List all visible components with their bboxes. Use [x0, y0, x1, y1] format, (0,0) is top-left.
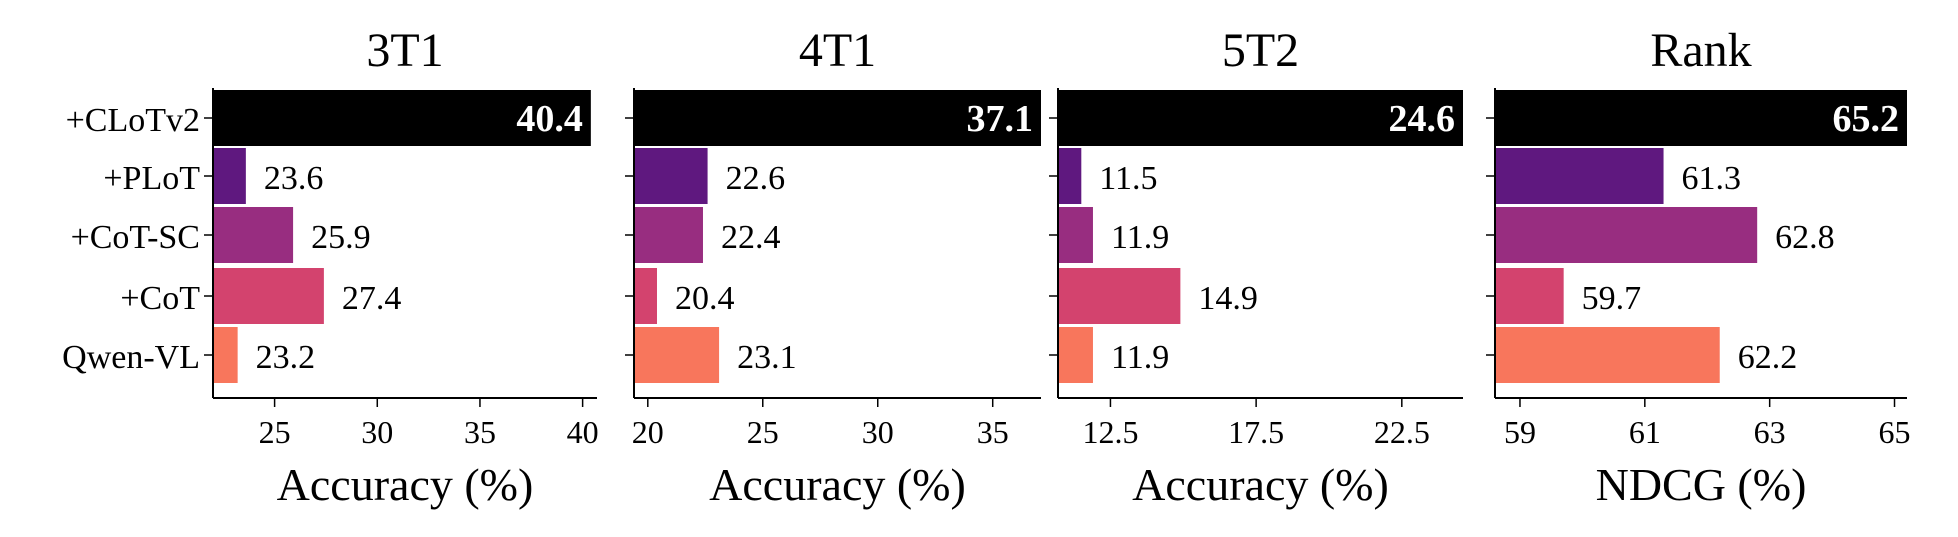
- bar-cotsc: [213, 207, 294, 263]
- value-label: 22.6: [726, 160, 786, 197]
- x-tick-label: 59: [1504, 414, 1536, 450]
- bar-cotsc: [1495, 207, 1758, 263]
- bar-plot: [1058, 148, 1082, 204]
- x-axis-label: Accuracy (%): [277, 459, 534, 510]
- x-tick-label: 30: [862, 414, 894, 450]
- value-label: 23.2: [256, 339, 316, 376]
- bar-cot: [213, 268, 324, 324]
- bar-cotsc: [634, 207, 703, 263]
- chart-panel-1: 4T1 37.1 22.6 22.4 20.423.1 20 25 30 35 Accuracy …: [625, 24, 1041, 510]
- chart-title: Rank: [1650, 24, 1751, 77]
- value-label: 61.3: [1682, 160, 1742, 197]
- value-label: 11.9: [1111, 219, 1169, 256]
- x-tick-label: 35: [464, 414, 496, 450]
- bar-plot: [213, 148, 246, 204]
- chart-panel-3: Rank 65.2 61.3 62.8 59.7 62.2 59 61 63 65 NDCG (%): [1486, 24, 1911, 510]
- bar-plot: [634, 148, 708, 204]
- bar-clotv2: [213, 90, 591, 146]
- x-tick-label: 65: [1879, 414, 1911, 450]
- value-label: 25.9: [311, 219, 371, 256]
- category-label: +CoT: [120, 280, 200, 317]
- value-label: 59.7: [1582, 280, 1642, 317]
- value-label: 62.2: [1738, 339, 1798, 376]
- bar-qwenvl: [1058, 327, 1093, 383]
- value-label: 11.5: [1099, 160, 1157, 197]
- x-tick-label: 35: [977, 414, 1009, 450]
- bar-plot: [1495, 148, 1664, 204]
- value-label: 62.8: [1775, 219, 1835, 256]
- value-label: 37.1: [967, 98, 1034, 140]
- x-tick-label: 30: [361, 414, 393, 450]
- bar-cot: [1058, 268, 1181, 324]
- chart-panel-0: 3T1 40.4 +CLoTv2 23.6 +PLoT 25.9 +CoT-SC 27.4 +C…: [62, 24, 598, 510]
- x-tick-label: 25: [259, 414, 291, 450]
- bar-cot: [1495, 268, 1564, 324]
- x-tick-label: 22.5: [1374, 414, 1430, 450]
- x-tick-label: 12.5: [1082, 414, 1138, 450]
- chart-panel-2: 5T2 24.6 11.5 11.9 14.9 11.9 12.5 17.5 22.5 Accur…: [1049, 24, 1463, 510]
- x-tick-label: 25: [747, 414, 779, 450]
- x-tick-label: 63: [1754, 414, 1786, 450]
- x-tick-label: 40: [567, 414, 599, 450]
- value-label: 22.4: [721, 219, 781, 256]
- category-label: +CoT-SC: [71, 219, 200, 256]
- value-label: 11.9: [1111, 339, 1169, 376]
- bar-clotv2: [634, 90, 1041, 146]
- value-label: 14.9: [1198, 280, 1258, 317]
- chart-title: 5T2: [1222, 24, 1299, 77]
- value-label: 27.4: [342, 280, 402, 317]
- x-tick-label: 17.5: [1228, 414, 1284, 450]
- x-axis-label: Accuracy (%): [709, 459, 966, 510]
- value-label: 23.1: [737, 339, 797, 376]
- bar-qwenvl: [1495, 327, 1720, 383]
- category-label: +CLoTv2: [66, 102, 200, 139]
- bar-cotsc: [1058, 207, 1093, 263]
- value-label: 40.4: [516, 98, 583, 140]
- x-axis-label: Accuracy (%): [1132, 459, 1389, 510]
- value-label: 24.6: [1389, 98, 1456, 140]
- bar-clotv2: [1058, 90, 1463, 146]
- chart-title: 3T1: [366, 24, 443, 77]
- value-label: 23.6: [264, 160, 324, 197]
- bar-clotv2: [1495, 90, 1907, 146]
- x-tick-label: 61: [1629, 414, 1661, 450]
- bar-qwenvl: [213, 327, 238, 383]
- bar-cot: [634, 268, 657, 324]
- x-tick-label: 20: [632, 414, 664, 450]
- category-label: Qwen-VL: [62, 339, 200, 376]
- chart-title: 4T1: [799, 24, 876, 77]
- category-label: +PLoT: [103, 160, 200, 197]
- value-label: 20.4: [675, 280, 735, 317]
- x-axis-label: NDCG (%): [1596, 459, 1807, 510]
- value-label: 65.2: [1833, 98, 1900, 140]
- bar-qwenvl: [634, 327, 720, 383]
